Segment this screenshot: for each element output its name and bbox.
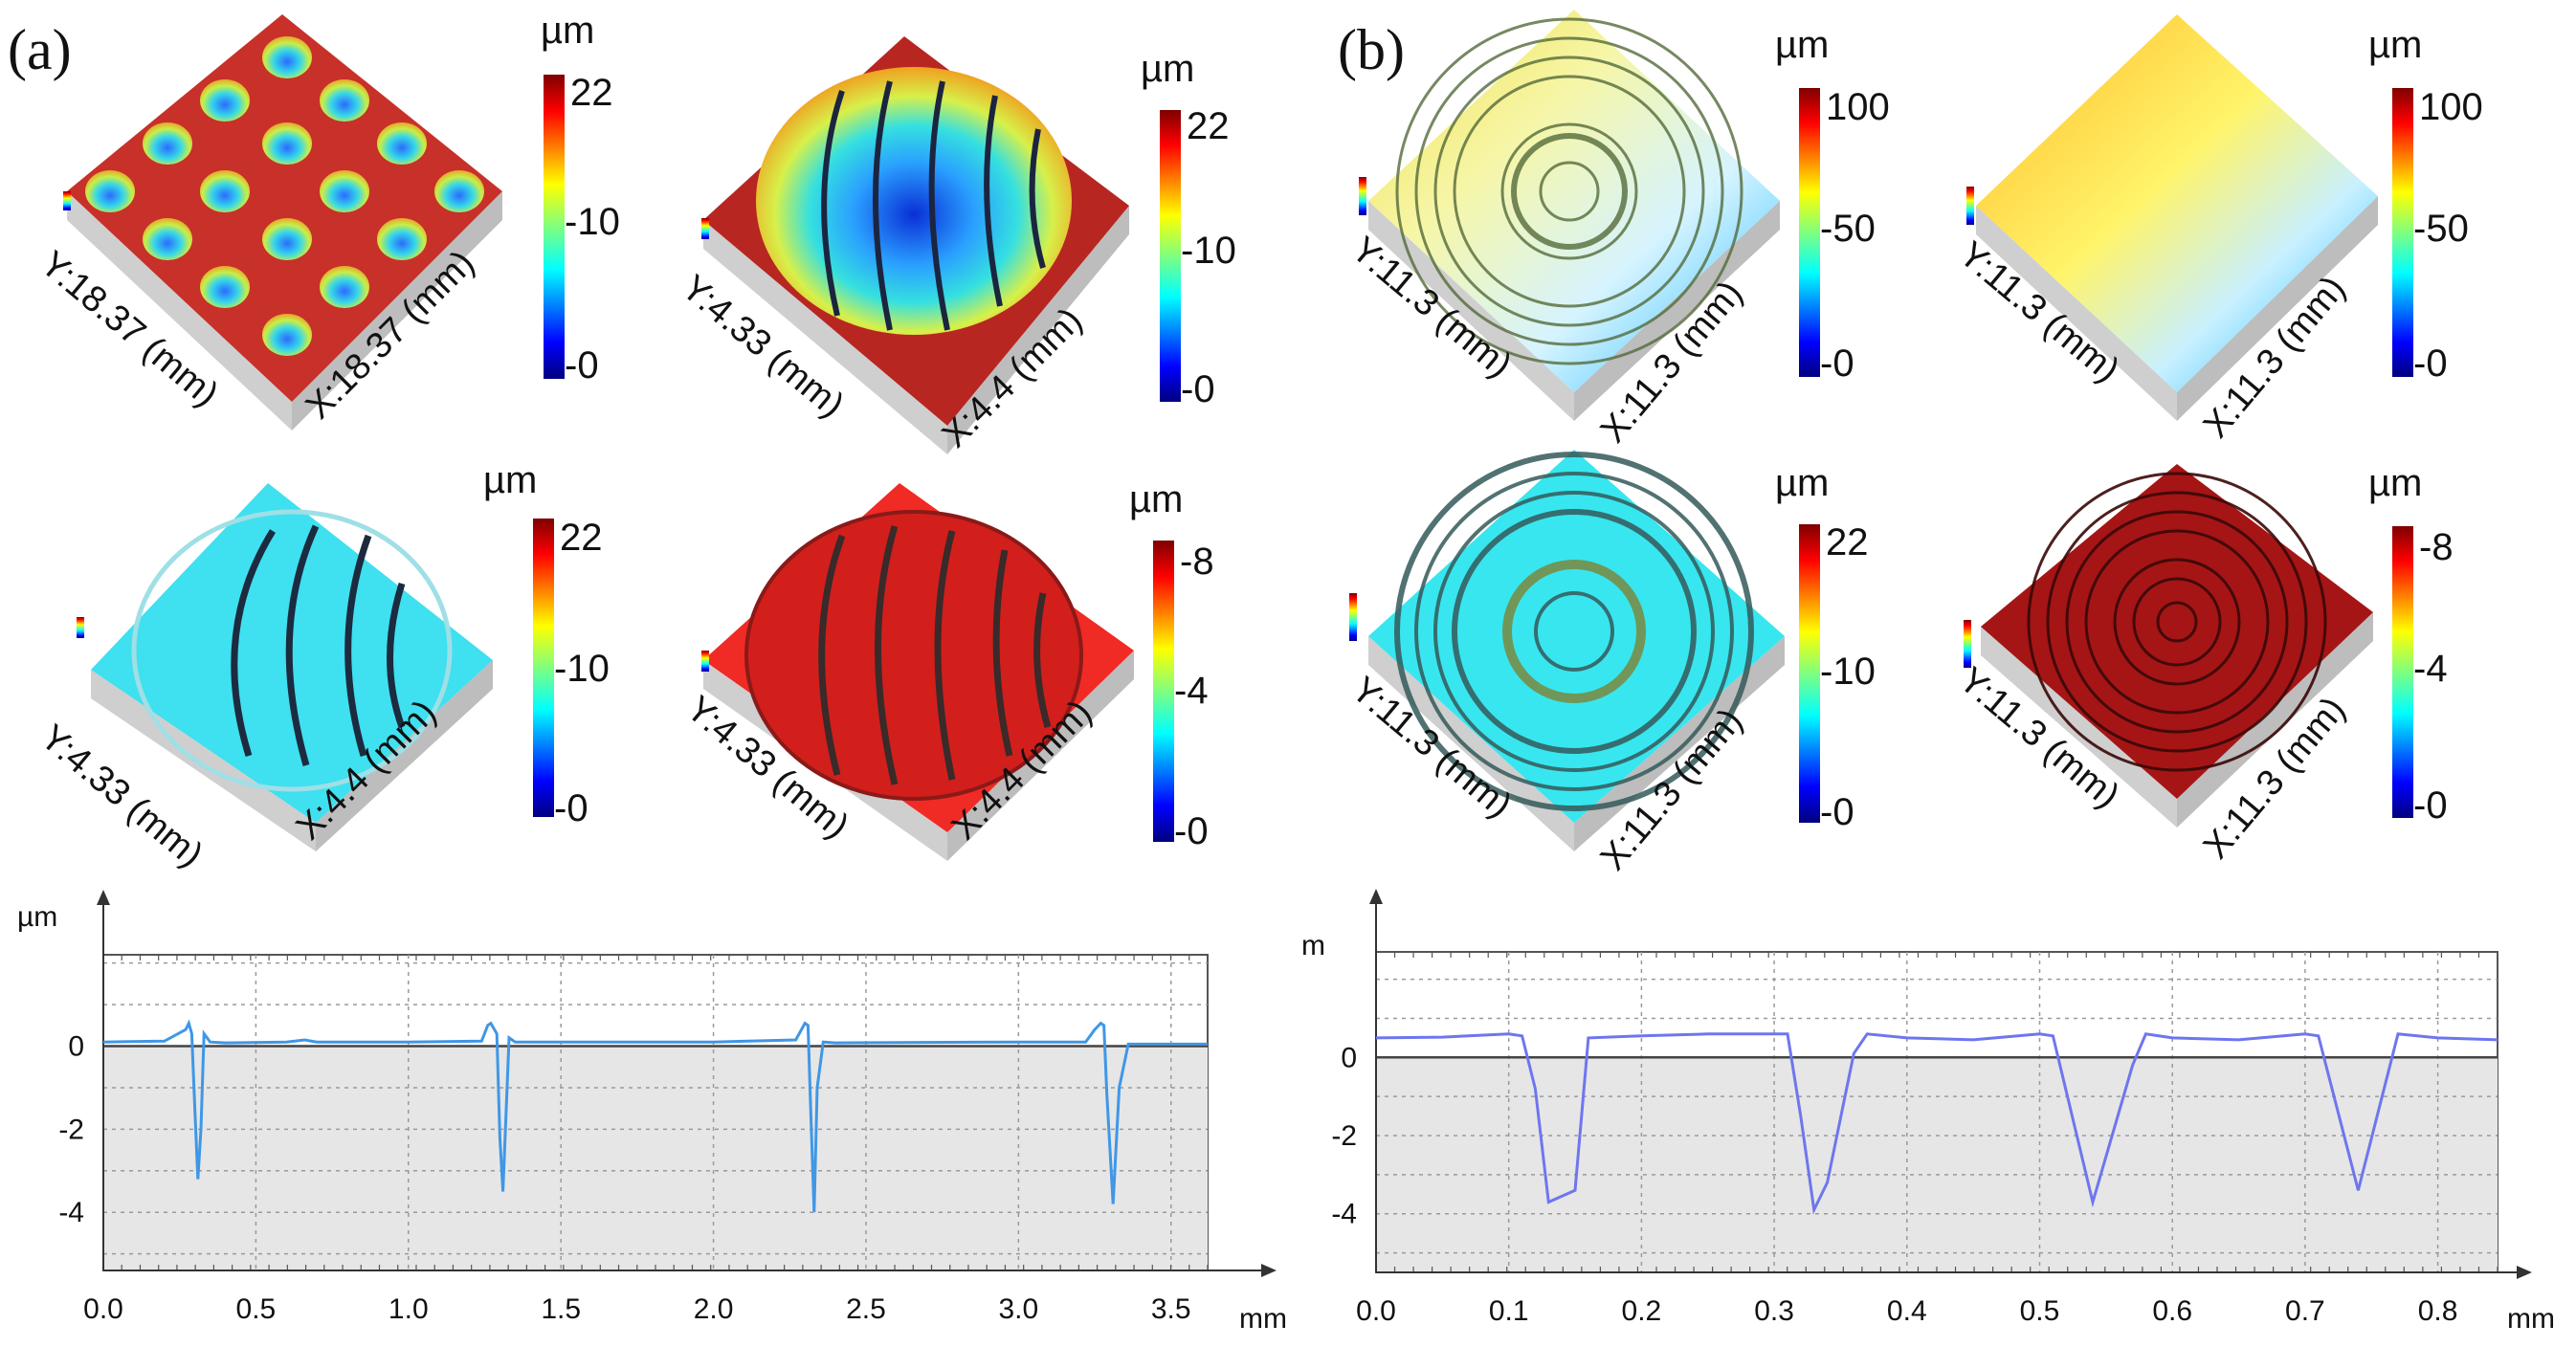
surface-plot-b4	[1964, 464, 2373, 828]
b2-cbar-tick-max: 100	[2419, 86, 2483, 128]
a3-colorbar: µm 22 -10 -0	[483, 459, 610, 829]
x-tick-label: 1.0	[389, 1293, 429, 1325]
x-tick-label: 3.5	[1151, 1293, 1191, 1325]
a2-cbar-tick-mid: -10	[1181, 230, 1236, 272]
a2-cbar-unit: µm	[1141, 48, 1194, 90]
x-tick-label: 0.5	[2020, 1295, 2060, 1327]
a4-cbar-tick-min: -0	[1174, 810, 1209, 852]
b1-cbar-tick-min: -0	[1820, 342, 1854, 385]
a4-cbar-tick-max: -8	[1180, 541, 1214, 583]
a1-cbar-unit: µm	[541, 10, 594, 52]
x-tick-label: 0.3	[1754, 1295, 1794, 1327]
y-tick-label: 0	[1341, 1042, 1357, 1073]
surface-plot-a1	[63, 14, 502, 431]
y-axis-arrow	[1369, 889, 1383, 904]
b1-cbar-tick-mid: -50	[1820, 208, 1876, 250]
a4-cbar-tick-mid: -4	[1174, 670, 1209, 712]
x-tick-label: 0.4	[1887, 1295, 1927, 1327]
surface-plot-b1	[1359, 10, 1780, 421]
b4-colorbar: µm -8 -4 -0	[2368, 462, 2454, 827]
x-axis-unit: mm	[2507, 1303, 2555, 1335]
surface-plot-a2	[701, 36, 1129, 454]
a3-cbar-unit: µm	[483, 459, 537, 501]
a3-cbar-tick-mid: -10	[554, 648, 610, 690]
y-axis-arrow	[97, 890, 110, 905]
y-axis-unit: m	[1301, 930, 1325, 961]
b4-cbar-tick-mid: -4	[2413, 648, 2448, 690]
y-axis-unit: µm	[17, 901, 57, 933]
x-tick-label: 1.5	[541, 1293, 581, 1325]
x-axis-arrow	[1261, 1264, 1277, 1277]
x-tick-label: 0.7	[2285, 1295, 2325, 1327]
a4-cbar-unit: µm	[1129, 478, 1183, 520]
a2-cbar-tick-min: -0	[1181, 368, 1215, 410]
panel-tag-b: (b)	[1338, 18, 1405, 81]
surface-plot-a4	[701, 483, 1134, 861]
b1-cbar-tick-max: 100	[1826, 86, 1890, 128]
profile-line-profile	[102, 1019, 1208, 1213]
profile-line-profile	[1375, 1032, 2498, 1215]
x-tick-label: 0.8	[2418, 1295, 2458, 1327]
negative-band	[103, 1046, 1208, 1270]
b4-cbar-tick-max: -8	[2419, 526, 2454, 568]
profile-chart-a: 0.0 0.5 1.0 1.5 2.0 2.5 3.0 3.5 0 -2 -4 µm mm	[17, 890, 1287, 1335]
b3-cbar-unit: µm	[1775, 462, 1829, 504]
y-tick-label: -4	[58, 1197, 84, 1228]
x-tick-label: 2.5	[846, 1293, 886, 1325]
a1-colorbar: µm 22 -10 -0	[541, 10, 620, 386]
y-tick-label: -4	[1331, 1199, 1357, 1230]
b4-cbar-unit: µm	[2368, 462, 2422, 504]
b2-cbar-unit: µm	[2368, 24, 2422, 66]
x-tick-label: 0.0	[1356, 1295, 1396, 1327]
a2-cbar-tick-max: 22	[1187, 105, 1230, 147]
surface-plot-b2	[1966, 14, 2378, 421]
x-tick-label: 0.1	[1489, 1295, 1529, 1327]
x-axis-arrow	[2517, 1266, 2532, 1279]
surface-plot-b3	[1349, 450, 1785, 851]
surface-plot-a3	[77, 483, 493, 851]
negative-band	[1376, 1057, 2498, 1272]
a1-cbar-tick-min: -0	[565, 344, 599, 386]
x-tick-label: 2.0	[694, 1293, 734, 1325]
x-tick-label: 0.2	[1622, 1295, 1662, 1327]
b2-cbar-tick-min: -0	[2413, 342, 2448, 385]
a3-cbar-tick-min: -0	[554, 787, 588, 829]
b3-cbar-tick-max: 22	[1826, 521, 1869, 563]
b2-colorbar: µm 100 -50 -0	[2368, 24, 2483, 385]
a3-cbar-tick-max: 22	[560, 517, 603, 559]
b1-cbar-unit: µm	[1775, 24, 1829, 66]
y-tick-label: 0	[68, 1031, 84, 1063]
x-tick-label: 0.0	[83, 1293, 123, 1325]
a1-cbar-tick-max: 22	[570, 72, 613, 114]
y-tick-label: -2	[1331, 1120, 1357, 1152]
y-tick-label: -2	[58, 1114, 84, 1145]
panel-tag-a: (a)	[8, 18, 72, 81]
x-tick-label: 0.6	[2152, 1295, 2192, 1327]
b3-cbar-tick-min: -0	[1820, 791, 1854, 833]
a2-colorbar: µm 22 -10 -0	[1141, 48, 1236, 410]
b4-cbar-tick-min: -0	[2413, 784, 2448, 827]
b1-colorbar: µm 100 -50 -0	[1775, 24, 1890, 385]
x-tick-label: 3.0	[998, 1293, 1038, 1325]
a1-cbar-tick-mid: -10	[565, 201, 620, 243]
x-axis-unit: mm	[1239, 1303, 1287, 1335]
b3-colorbar: µm 22 -10 -0	[1775, 462, 1876, 833]
x-tick-label: 0.5	[236, 1293, 277, 1325]
a4-colorbar: µm -8 -4 -0	[1129, 478, 1214, 852]
b3-cbar-tick-mid: -10	[1820, 651, 1876, 693]
b2-cbar-tick-mid: -50	[2413, 208, 2469, 250]
